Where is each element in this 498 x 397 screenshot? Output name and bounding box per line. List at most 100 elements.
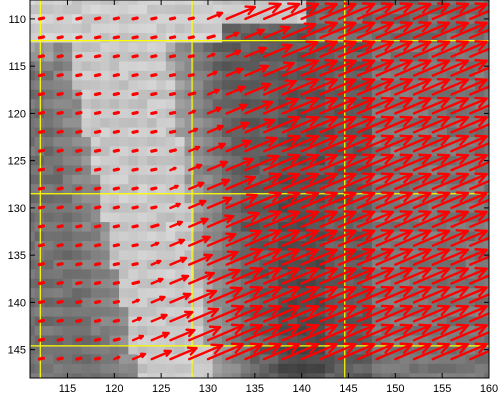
arrow-head — [218, 142, 226, 150]
image-pixel — [484, 193, 489, 204]
image-pixel — [128, 4, 139, 15]
image-pixel — [381, 42, 392, 53]
image-pixel — [456, 4, 467, 15]
image-pixel — [128, 0, 139, 6]
image-pixel — [437, 363, 448, 374]
image-pixel — [418, 231, 429, 242]
image-pixel — [44, 70, 54, 81]
image-pixel — [381, 118, 392, 129]
image-pixel — [343, 14, 354, 25]
arrow-head — [225, 232, 237, 243]
arrow-shaft — [394, 78, 432, 96]
image-pixel — [109, 4, 120, 15]
y-tick-label: 145 — [8, 345, 26, 357]
image-pixel — [250, 108, 260, 119]
arrow-shaft — [244, 136, 278, 153]
image-pixel — [362, 288, 373, 299]
arrow-head — [494, 60, 498, 69]
arrow — [37, 54, 46, 59]
image-pixel — [175, 278, 186, 289]
image-pixel — [100, 23, 111, 34]
image-pixel — [268, 278, 279, 289]
arrow-head — [230, 304, 245, 316]
image-pixel — [156, 174, 167, 185]
image-pixel — [175, 240, 186, 251]
arrow-shaft — [244, 305, 282, 323]
image-pixel — [212, 278, 223, 289]
image-pixel — [62, 184, 73, 195]
image-pixel — [193, 184, 204, 195]
image-pixel — [212, 33, 223, 44]
image-pixel — [118, 297, 129, 308]
image-pixel — [72, 118, 83, 129]
image-pixel — [147, 137, 157, 147]
arrow-shaft — [281, 191, 320, 210]
arrow-head — [343, 323, 357, 335]
image-pixel — [381, 212, 392, 223]
image-pixel — [474, 373, 485, 378]
arrow-shaft — [394, 191, 432, 210]
arrow-head — [263, 118, 276, 129]
arrow-shaft — [375, 135, 413, 153]
image-pixel — [81, 137, 92, 147]
image-pixel — [268, 250, 279, 261]
image-pixel — [156, 165, 167, 176]
image-pixel — [437, 80, 448, 91]
image-pixel — [343, 184, 354, 195]
image-pixel — [456, 89, 467, 100]
arrow-shaft — [225, 286, 263, 304]
image-pixel — [137, 269, 148, 280]
arrow-head — [380, 229, 395, 241]
arrow-shaft — [206, 196, 233, 210]
arrow-head — [175, 202, 181, 208]
arrow-head — [230, 342, 245, 354]
arrow-head — [361, 342, 376, 354]
image-pixel — [343, 344, 354, 355]
image-pixel — [287, 307, 298, 318]
image-pixel — [62, 297, 73, 308]
image-pixel — [193, 33, 204, 44]
arrow-head — [324, 172, 338, 184]
image-pixel — [287, 231, 298, 242]
arrow-head — [191, 109, 197, 114]
arrow-head — [418, 2, 432, 14]
image-pixel — [418, 14, 429, 25]
image-pixel — [250, 4, 260, 15]
image-pixel — [437, 118, 448, 129]
image-pixel — [30, 363, 36, 374]
image-pixel — [81, 203, 92, 214]
image-pixel — [118, 80, 129, 91]
image-pixel — [222, 155, 232, 166]
arrow-shaft — [281, 229, 320, 247]
arrow — [187, 54, 195, 59]
arrow — [56, 129, 64, 134]
image-pixel — [175, 307, 186, 318]
image-pixel — [325, 99, 335, 110]
image-pixel — [456, 61, 467, 72]
image-pixel — [231, 203, 242, 214]
arrow-shaft — [431, 191, 469, 210]
image-pixel — [90, 231, 101, 242]
image-pixel — [100, 193, 111, 204]
arrow-head — [399, 285, 413, 298]
arrow — [56, 148, 64, 153]
image-pixel — [175, 373, 186, 378]
image-pixel — [474, 316, 485, 327]
arrow — [150, 35, 158, 40]
arrow-head — [436, 153, 451, 165]
image-pixel — [484, 70, 489, 81]
image-pixel — [325, 108, 335, 119]
image-pixel — [30, 316, 36, 327]
image-pixel — [44, 137, 54, 147]
image-pixel — [418, 23, 429, 34]
image-pixel — [118, 250, 129, 261]
image-pixel — [193, 14, 204, 25]
image-pixel — [474, 99, 485, 110]
arrow-shaft — [431, 116, 469, 134]
x-tick-label: 125 — [152, 383, 170, 395]
image-pixel — [418, 70, 429, 81]
arrow — [131, 243, 139, 248]
arrow-shaft — [394, 324, 432, 342]
image-pixel — [250, 137, 260, 147]
image-pixel — [400, 240, 410, 251]
